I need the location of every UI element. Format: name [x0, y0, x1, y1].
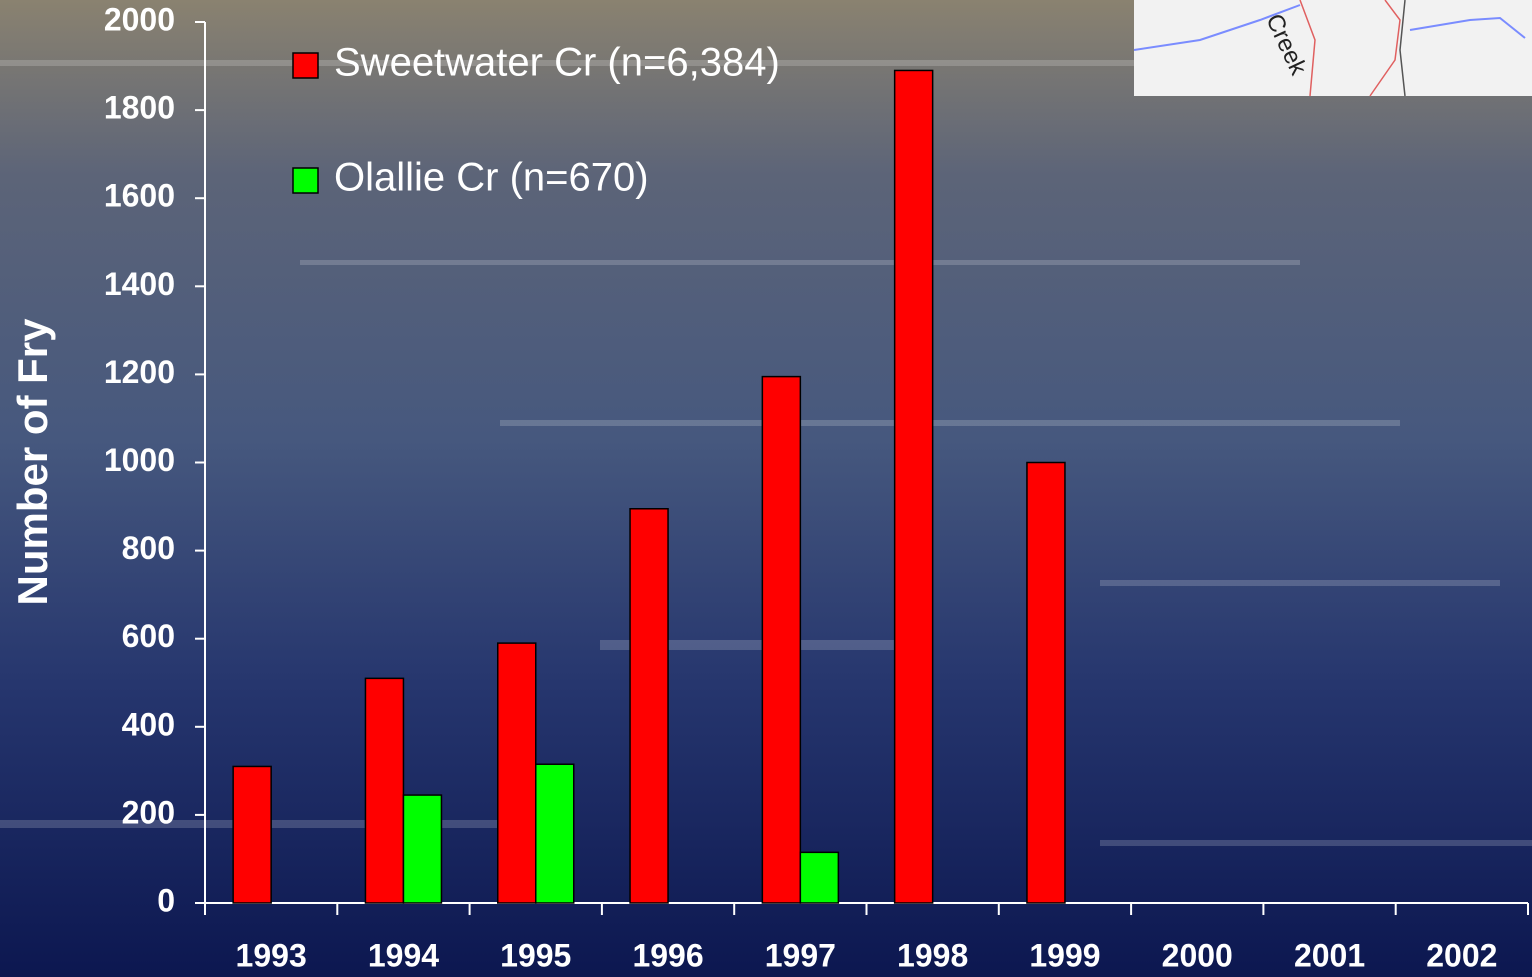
x-tick-label: 2002 — [1426, 937, 1497, 973]
x-tick-label: 2001 — [1294, 937, 1365, 973]
bar — [799, 851, 840, 904]
x-tick-label: 1997 — [765, 937, 836, 973]
legend-swatch — [292, 52, 319, 79]
y-tick-label: 1400 — [104, 266, 175, 302]
y-tick-label: 1800 — [104, 90, 175, 126]
legend-label: Sweetwater Cr (n=6,384) — [334, 41, 780, 85]
x-tick-label: 1998 — [897, 937, 968, 973]
y-axis-title: Number of Fry — [9, 318, 56, 606]
y-tick-label: 600 — [122, 618, 175, 654]
bar — [893, 69, 934, 904]
bar — [629, 508, 669, 904]
bar — [497, 642, 537, 904]
bar — [364, 677, 405, 904]
y-tick-label: 400 — [122, 706, 175, 742]
y-tick-label: 1200 — [104, 354, 175, 390]
y-tick-label: 0 — [157, 882, 175, 918]
x-tick-label: 2000 — [1162, 937, 1233, 973]
bar — [232, 765, 272, 904]
x-tick-label: 1994 — [368, 937, 439, 973]
bar — [1026, 461, 1066, 904]
bar — [535, 763, 575, 904]
y-tick-label: 2000 — [104, 1, 175, 37]
y-tick-label: 200 — [122, 794, 175, 830]
y-tick-label: 1000 — [104, 442, 175, 478]
y-tick-label: 800 — [122, 530, 175, 566]
legend-label: Olallie Cr (n=670) — [334, 156, 649, 200]
x-tick-label: 1996 — [632, 937, 703, 973]
x-tick-label: 1993 — [236, 937, 307, 973]
bar — [761, 375, 802, 904]
y-tick-label: 1600 — [104, 178, 175, 214]
legend-swatch — [292, 167, 319, 194]
inset-map: Creek — [1133, 0, 1532, 97]
x-tick-label: 1995 — [500, 937, 571, 973]
bar — [402, 794, 443, 904]
x-tick-label: 1999 — [1029, 937, 1100, 973]
